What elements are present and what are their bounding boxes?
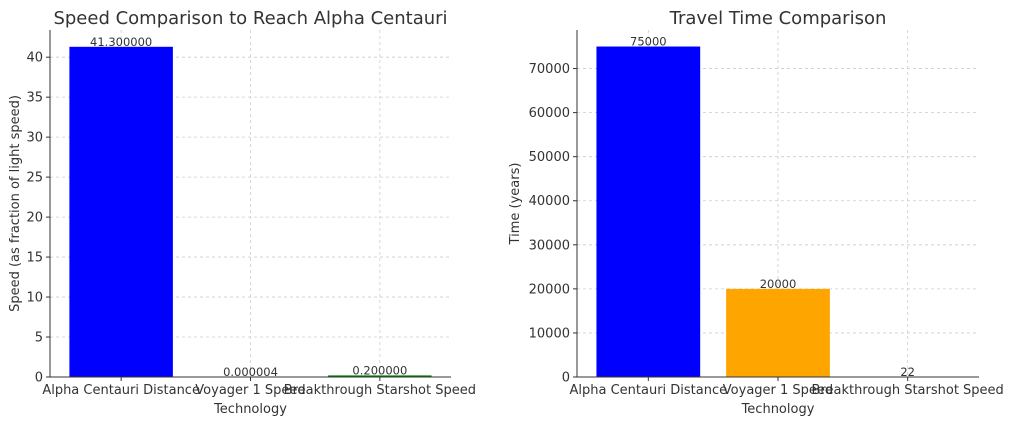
bar — [726, 288, 830, 377]
chart-title: Travel Time Comparison — [669, 8, 887, 29]
x-tick-label: Alpha Centauri Distance — [569, 383, 727, 398]
x-tick-label: Breakthrough Starshot Speed — [284, 383, 476, 398]
speed-comparison-chart: Speed Comparison to Reach Alpha Centauri… — [8, 8, 476, 417]
x-tick-label: Breakthrough Starshot Speed — [812, 383, 1004, 398]
y-tick-label: 30000 — [529, 238, 570, 253]
y-axis-label: Time (years) — [508, 163, 523, 246]
y-tick-label: 20 — [26, 211, 43, 226]
y-axis-label: Speed (as fraction of light speed) — [8, 95, 23, 312]
bar — [328, 375, 432, 377]
x-axis-label: Technology — [213, 402, 287, 417]
data-label: 41.300000 — [90, 35, 152, 49]
x-axis-label: Technology — [741, 402, 815, 417]
x-tick-label: Alpha Centauri Distance — [42, 383, 200, 398]
y-tick-label: 30 — [26, 131, 43, 146]
chart-title: Speed Comparison to Reach Alpha Centauri — [53, 8, 447, 29]
y-tick-label: 10 — [26, 291, 43, 306]
y-tick-label: 10000 — [529, 326, 570, 341]
y-tick-label: 0 — [35, 371, 43, 386]
data-label: 0.000004 — [223, 365, 278, 379]
y-tick-label: 0 — [562, 371, 570, 386]
y-tick-label: 40000 — [529, 194, 570, 209]
y-tick-label: 50000 — [529, 150, 570, 165]
data-label: 75000 — [630, 35, 667, 49]
y-tick-label: 35 — [26, 91, 43, 106]
y-tick-label: 25 — [26, 171, 43, 186]
bar — [69, 46, 173, 378]
x-tick-label: Voyager 1 Speed — [723, 383, 833, 398]
bar — [596, 46, 701, 378]
y-tick-label: 20000 — [529, 282, 570, 297]
data-label: 20000 — [760, 277, 797, 291]
data-label: 22 — [900, 365, 915, 379]
data-label: 0.200000 — [352, 363, 407, 377]
y-tick-label: 40 — [26, 51, 43, 66]
y-tick-label: 15 — [26, 251, 43, 266]
x-tick-label: Voyager 1 Speed — [195, 383, 305, 398]
y-tick-label: 70000 — [529, 62, 570, 77]
y-tick-label: 60000 — [529, 106, 570, 121]
travel-time-chart: Travel Time Comparison Technology Time (… — [508, 8, 1004, 417]
y-tick-label: 5 — [35, 331, 43, 346]
